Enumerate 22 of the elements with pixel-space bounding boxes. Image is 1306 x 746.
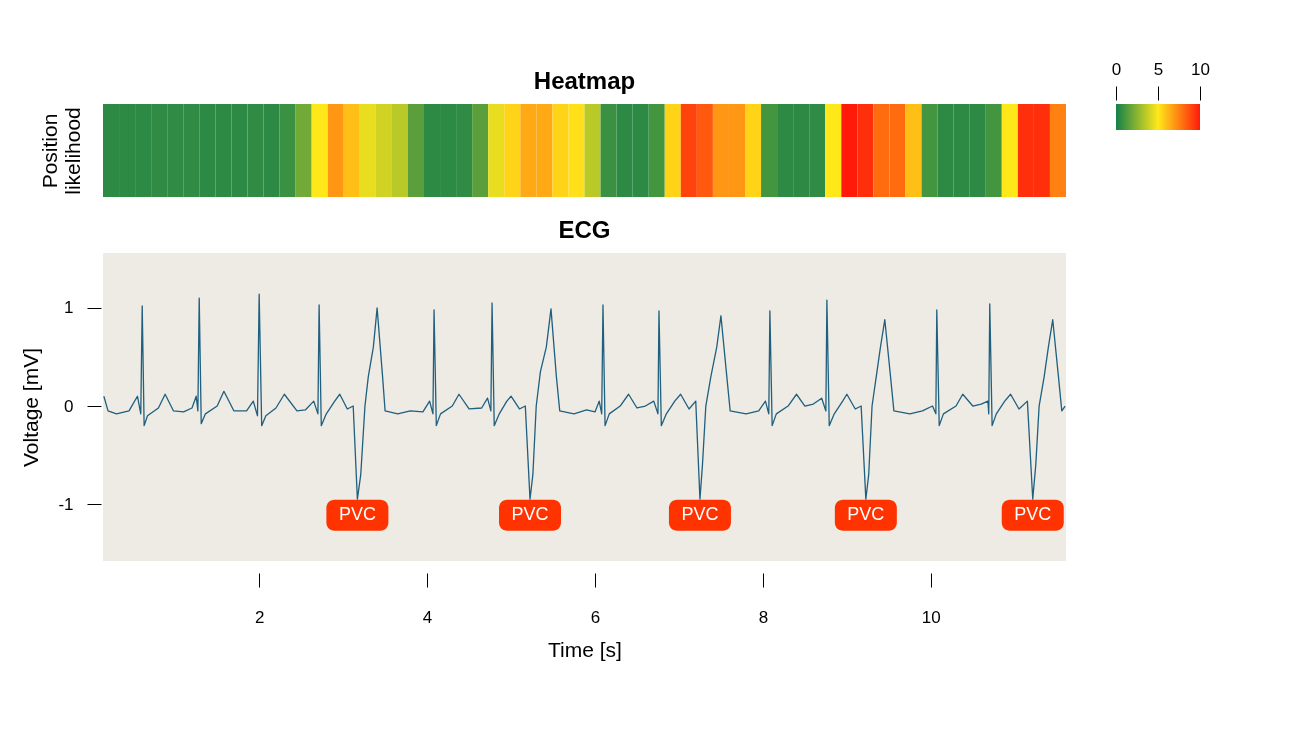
y-tick-label: -1 xyxy=(58,494,74,514)
chart-title: ECG xyxy=(558,216,611,243)
x-tick-label: 4 xyxy=(422,607,433,627)
line-series xyxy=(103,293,1066,500)
y-axis-title: Position likelihood xyxy=(37,107,84,195)
annotation: PVC xyxy=(681,504,719,525)
x-tick-label: 2 xyxy=(254,607,265,627)
annotation: PVC xyxy=(1014,504,1052,525)
annotation: PVC xyxy=(847,504,885,525)
annotation: PVC xyxy=(511,504,549,525)
color-bar-label: 10 xyxy=(1191,59,1210,79)
y-tick-label: 1 xyxy=(64,298,74,318)
annotation: PVC xyxy=(338,504,376,525)
x-tick-label: 8 xyxy=(758,607,769,627)
color-bar-label: 5 xyxy=(1153,59,1164,79)
y-axis-title: Voltage [mV] xyxy=(19,347,43,468)
chart-title: Heatmap xyxy=(533,67,636,94)
y-tick-label: 0 xyxy=(64,396,74,416)
x-axis-title: Time [s] xyxy=(548,637,622,661)
x-tick-label: 10 xyxy=(921,607,941,627)
x-tick-label: 6 xyxy=(590,607,601,627)
color-bar-label: 0 xyxy=(1111,59,1122,79)
